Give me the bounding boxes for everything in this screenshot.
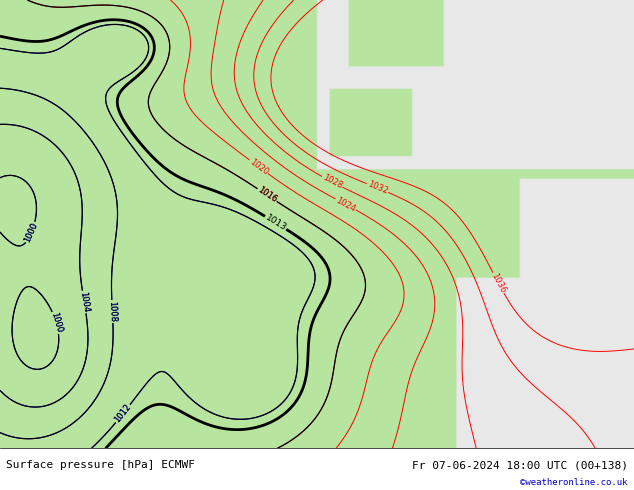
Text: 1000: 1000 [23, 221, 40, 244]
Text: 1008: 1008 [107, 301, 117, 322]
Text: 1020: 1020 [247, 157, 270, 177]
Text: 1024: 1024 [334, 196, 357, 213]
Text: 1028: 1028 [321, 173, 344, 191]
Text: Surface pressure [hPa] ECMWF: Surface pressure [hPa] ECMWF [6, 460, 195, 470]
Text: 1000: 1000 [49, 311, 63, 334]
Text: 1004: 1004 [78, 291, 90, 313]
Text: 1012: 1012 [113, 403, 133, 425]
Text: 1012: 1012 [113, 403, 133, 425]
Text: 1036: 1036 [489, 271, 507, 294]
Text: 1008: 1008 [107, 301, 117, 322]
Text: 1000: 1000 [49, 311, 63, 334]
Text: 1000: 1000 [23, 221, 40, 244]
Text: 1004: 1004 [78, 291, 90, 313]
Text: 1013: 1013 [264, 213, 288, 233]
Text: 1032: 1032 [366, 180, 389, 196]
Text: Fr 07-06-2024 18:00 UTC (00+138): Fr 07-06-2024 18:00 UTC (00+138) [411, 460, 628, 470]
Text: ©weatheronline.co.uk: ©weatheronline.co.uk [520, 478, 628, 487]
Text: 1016: 1016 [256, 186, 278, 205]
Text: 1016: 1016 [256, 186, 278, 205]
